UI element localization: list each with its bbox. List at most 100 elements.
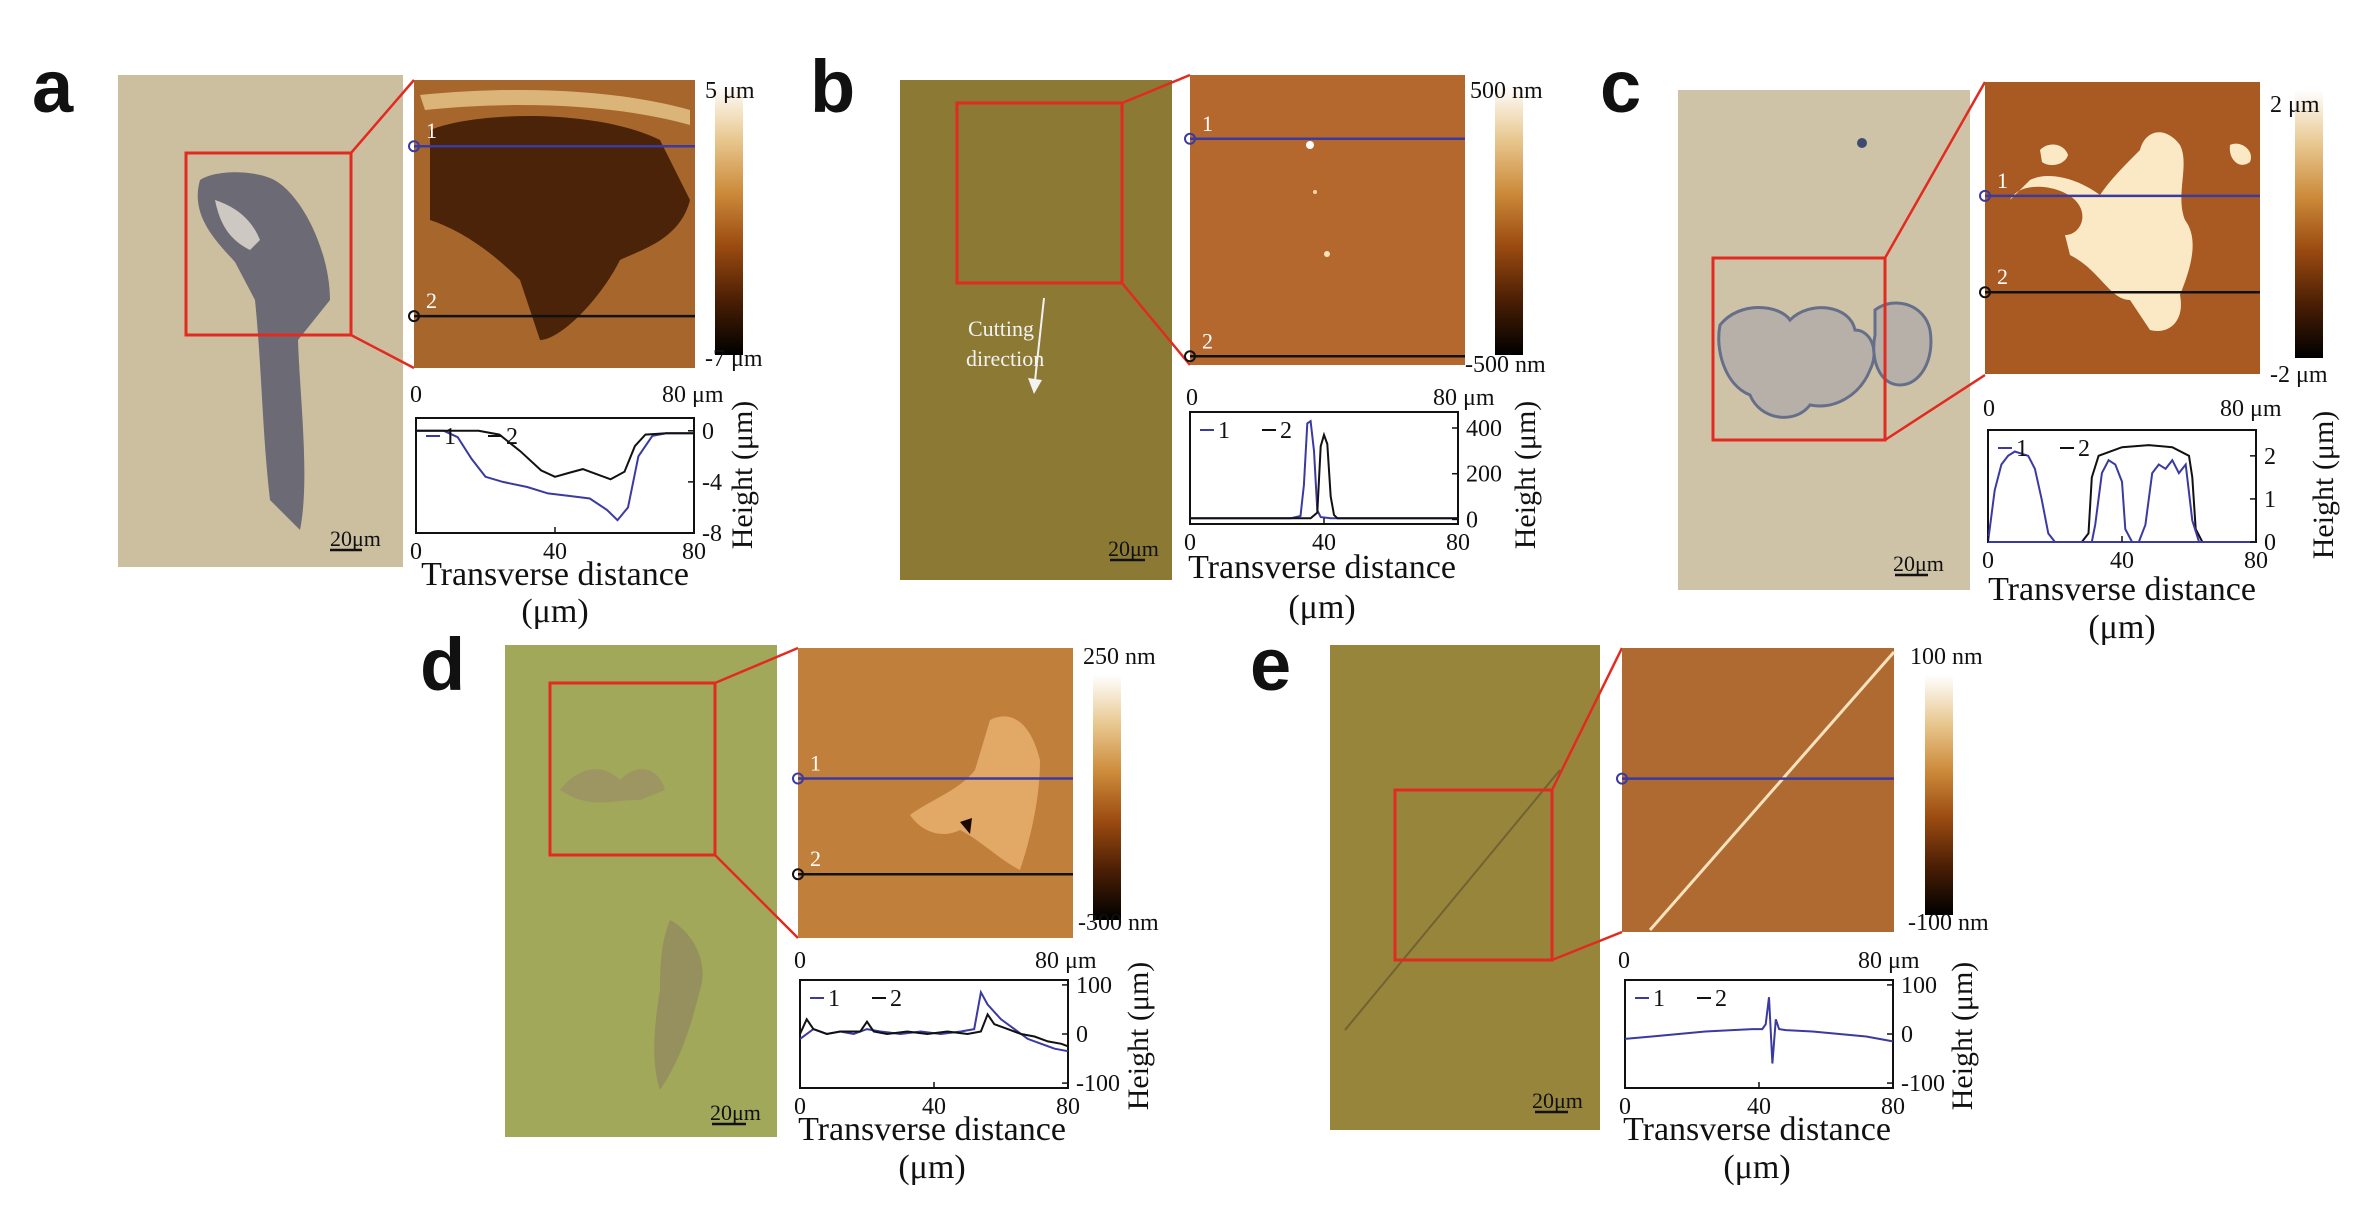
flake-cluster-c (1717, 306, 1876, 419)
afm-dark-notch-d (960, 818, 972, 834)
series-1-line-0 (416, 429, 694, 522)
scan-line-label-2: 2 (1997, 264, 2008, 289)
afm-particle-1-b (1306, 141, 1314, 149)
x-axis-unit-c: (μm) (2088, 609, 2155, 646)
x-tick-label: 40 (2110, 548, 2134, 574)
scratch-line-e (1344, 769, 1561, 1031)
y-tick-label: 200 (1466, 462, 1502, 488)
map-lines-c: 12 (1979, 168, 2260, 299)
scan-line-marker-2 (408, 310, 420, 323)
scan-line-marker-1 (792, 772, 804, 785)
scale-bar-label-a: 20μm (330, 526, 381, 551)
x-tick-label: 80 (2244, 548, 2268, 574)
x-axis-unit-e: (μm) (1723, 1149, 1790, 1186)
panel-a: a 20μm 12 5 μm -7 μm 0 80 μm 0 40 80 0-4-8… (32, 45, 763, 630)
colorbar-e (1925, 675, 1953, 915)
colorbar-max-d: 250 nm (1083, 644, 1156, 670)
zoom-line-top-a (350, 79, 415, 154)
x-tick-label: 0 (1619, 1094, 1631, 1120)
flake-a (197, 172, 330, 530)
legend-label-1: 1 (828, 986, 840, 1012)
scan-line-marker-2 (792, 868, 804, 881)
zoom-box-b (955, 101, 1124, 285)
x-axis-unit-b: (μm) (1288, 589, 1355, 626)
legend-label-2: 2 (506, 424, 518, 450)
x-axis-label-e: Transverse distance (1623, 1111, 1891, 1148)
scan-line-label-1: 1 (810, 751, 821, 776)
chart-xticks-a: 0 40 80 (410, 527, 706, 565)
legend-label-1: 1 (1653, 986, 1665, 1012)
series-1-line-2 (1988, 458, 2256, 543)
chart-series-a (416, 429, 694, 522)
y-axis-label-e: Height (μm) (1946, 962, 1979, 1111)
scan-line-marker-1 (1616, 772, 1628, 785)
chart-frame-a (415, 417, 695, 534)
chart-xticks-c: 0 40 80 (1982, 536, 2268, 574)
zoom-line-top-c (1883, 81, 1987, 259)
colorbar-max-a: 5 μm (705, 78, 755, 104)
afm-bright-particle-2-c (2040, 144, 2068, 166)
chart-frame-b (1189, 411, 1459, 525)
panel-label-a: a (32, 45, 74, 128)
zoom-line-bottom-d (714, 854, 799, 939)
series-2-line-1 (1988, 444, 2256, 543)
x-axis-label-b: Transverse distance (1188, 549, 1456, 586)
chart-frame-e (1624, 979, 1894, 1089)
colorbar-b (1495, 85, 1523, 355)
scale-bar-label-d: 20μm (710, 1100, 761, 1125)
y-tick-label: -100 (1076, 1071, 1120, 1097)
colorbar-min-a: -7 μm (705, 346, 763, 372)
x-tick-label: 0 (1184, 530, 1196, 556)
scale-bar-label-c: 20μm (1893, 551, 1944, 576)
y-tick-label: 400 (1466, 416, 1502, 442)
annotation-line1-b: Cutting (968, 316, 1034, 341)
map-axis-end-d: 80 μm (1035, 948, 1097, 974)
colorbar-max-b: 500 nm (1470, 78, 1543, 104)
flake-streak-2-d (654, 920, 703, 1090)
x-axis-label-c: Transverse distance (1988, 571, 2256, 608)
annotation-line2-b: direction (966, 346, 1044, 371)
flake-a-highlight (215, 200, 260, 250)
x-axis-label-d: Transverse distance (798, 1111, 1066, 1148)
y-tick-label: 0 (1466, 507, 1478, 533)
series-1-line-0 (1624, 997, 1894, 1064)
y-tick-label: 2 (2264, 444, 2276, 470)
x-tick-label: 40 (922, 1094, 946, 1120)
x-tick-label: 80 (1056, 1094, 1080, 1120)
scan-line-marker-2 (1184, 350, 1196, 363)
y-tick-label: 1 (2264, 487, 2276, 513)
panel-e: e 20μm 100 nm -100 nm 0 80 μm 0 40 80 100 0… (1250, 623, 1989, 1186)
colorbar-min-b: -500 nm (1465, 352, 1546, 378)
colorbar-min-e: -100 nm (1908, 910, 1989, 936)
x-axis-label-a: Transverse distance (421, 556, 689, 593)
zoom-box-e (1393, 788, 1554, 962)
y-tick-label: -4 (702, 470, 722, 496)
y-axis-label-d: Height (μm) (1122, 962, 1155, 1111)
map-axis-end-c: 80 μm (2220, 396, 2282, 422)
zoom-box-d (548, 681, 717, 857)
scan-line-label-1: 1 (1997, 168, 2008, 193)
afm-map-b (1190, 75, 1465, 365)
legend-label-2: 2 (1280, 418, 1292, 444)
afm-bright-rim-a (420, 90, 690, 125)
y-axis-label-b: Height (μm) (1509, 401, 1542, 550)
zoom-box-c (1711, 256, 1887, 442)
chart-series-c (1987, 444, 2256, 543)
series-1-line-0 (1190, 419, 1458, 520)
y-axis-label-a: Height (μm) (726, 401, 759, 550)
y-tick-label: 0 (702, 419, 714, 445)
cutting-arrowhead-b (1028, 378, 1042, 394)
chart-series-d (799, 989, 1069, 1053)
map-axis-start-a: 0 (410, 382, 422, 408)
legend-label-1: 1 (1218, 418, 1230, 444)
colorbar-max-e: 100 nm (1910, 644, 1983, 670)
flake-streak-1-d (560, 769, 665, 803)
zoom-line-top-d (714, 646, 799, 685)
x-tick-label: 40 (543, 539, 567, 565)
